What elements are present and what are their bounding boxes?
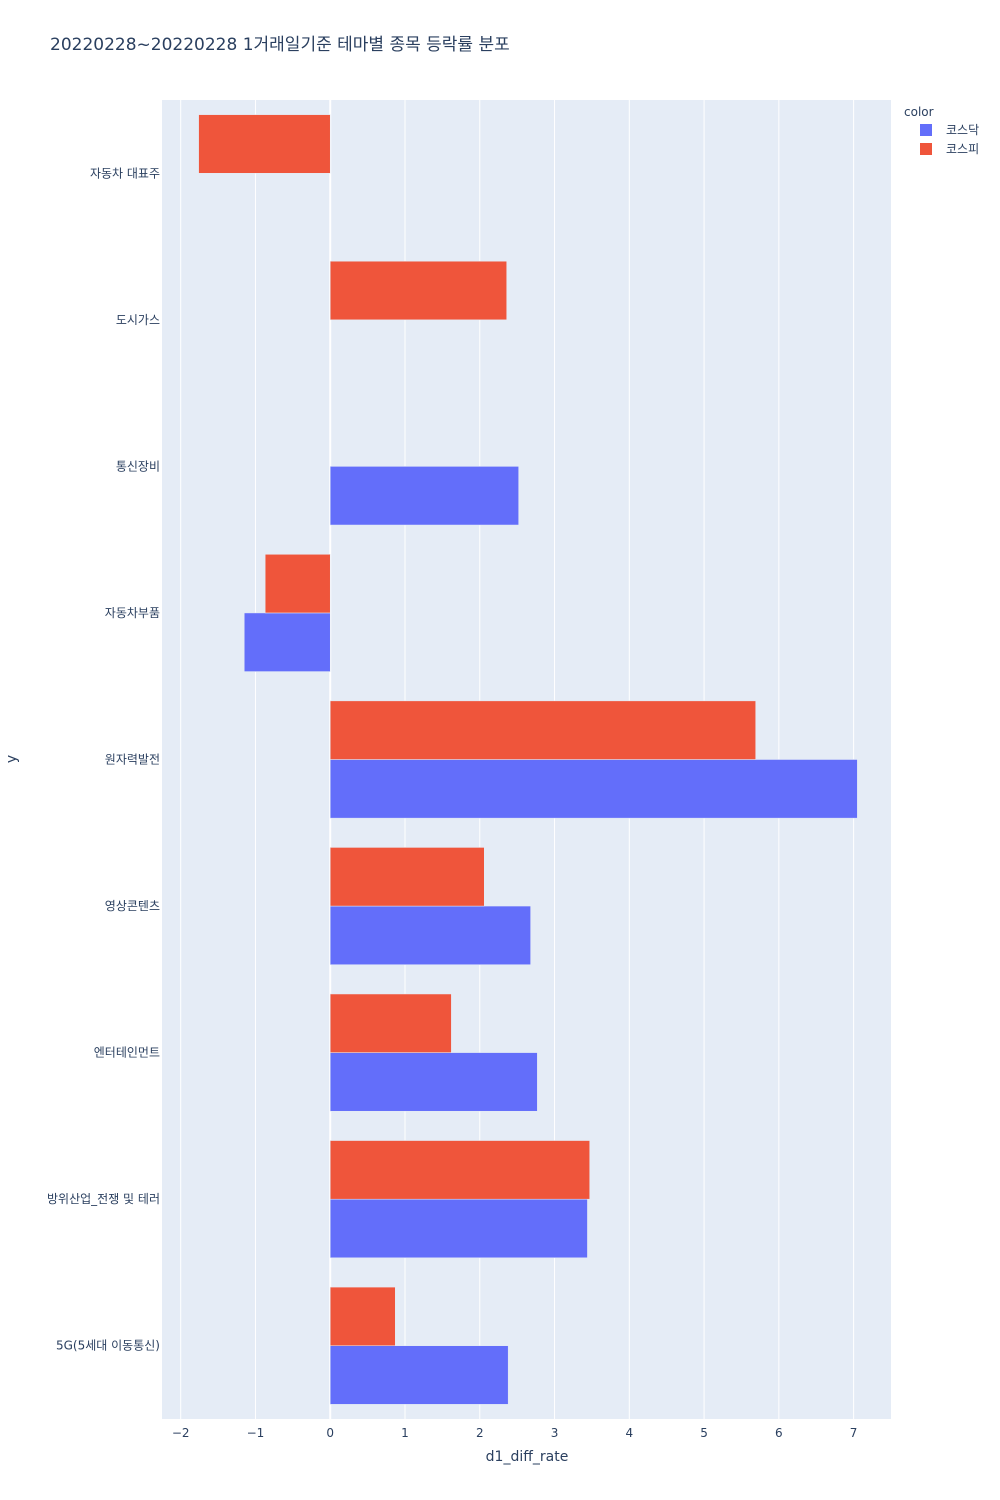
bar-코스피 [329,847,485,907]
bar-코스닥 [329,1052,538,1112]
y-tick-label: 엔터테인먼트 [94,1046,160,1060]
y-tick-label: 도시가스 [116,313,160,327]
bar-코스피 [264,554,331,614]
y-tick-labels: 5G(5세대 이동통신) 방위산업_전쟁 및 테러 엔터테인먼트 영상콘텐츠 원자력발전… [47,166,160,1352]
bar-코스피 [198,114,331,174]
bar-코스닥 [329,1198,588,1259]
y-tick-label: 원자력발전 [105,753,160,767]
x-tick-label: 5 [700,1426,708,1440]
chart-title: 20220228~20220228 1거래일기준 테마별 종목 등락률 분포 [50,35,510,55]
x-tick-label: 2 [476,1426,484,1440]
bar-코스닥 [329,1345,509,1405]
x-tick-label: 1 [401,1426,409,1440]
x-axis-title: d1_diff_rate [486,1449,569,1465]
bar-코스피 [329,260,507,321]
bar-코스닥 [243,612,331,672]
x-tick-label: 6 [775,1426,783,1440]
y-tick-label: 5G(5세대 이동통신) [56,1339,160,1353]
legend-swatch [920,124,932,136]
bar-코스피 [329,1286,396,1346]
bar-코스닥 [329,759,858,819]
legend-title: color [904,105,934,119]
legend-label: 코스닥 [946,123,979,137]
x-tick-label: 0 [326,1426,334,1440]
x-tick-labels: −2 −1 0 1 2 3 4 5 6 7 [172,1426,858,1440]
bar-코스닥 [329,905,531,965]
bar-코스닥 [329,466,519,526]
y-tick-label: 자동차부품 [105,606,160,620]
legend-label: 코스피 [946,142,979,156]
x-tick-label: −2 [172,1426,190,1440]
x-tick-label: 3 [551,1426,559,1440]
y-tick-label: 통신장비 [116,459,160,473]
bar-코스피 [329,1140,590,1200]
y-tick-label: 방위산업_전쟁 및 테러 [47,1192,160,1206]
x-tick-label: −1 [247,1426,265,1440]
bar-코스피 [329,993,452,1053]
x-tick-label: 7 [850,1426,858,1440]
y-tick-label: 영상콘텐츠 [105,899,160,913]
bar-코스피 [329,700,756,760]
legend-swatch [920,143,932,155]
y-tick-label: 자동차 대표주 [90,166,160,180]
bars [198,114,858,1405]
y-axis-title: y [4,755,20,763]
x-tick-label: 4 [625,1426,633,1440]
